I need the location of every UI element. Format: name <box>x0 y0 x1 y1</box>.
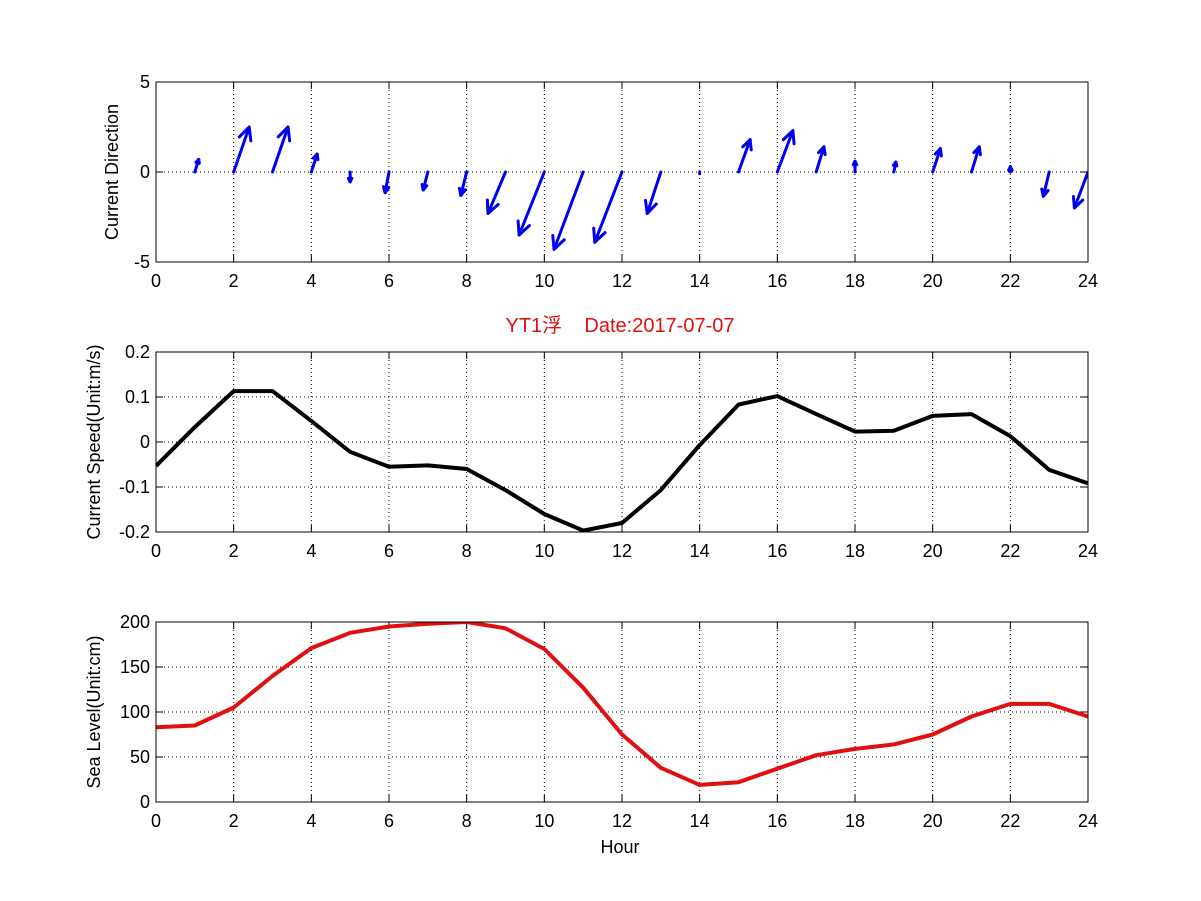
x-tick-label: 4 <box>306 541 316 561</box>
direction-arrow <box>1007 165 1014 174</box>
x-tick-label: 22 <box>1000 541 1020 561</box>
sealevel-axes-box <box>155 621 1089 803</box>
x-tick-label: 18 <box>845 271 865 291</box>
direction-arrow <box>931 147 943 174</box>
y-tick-label: -5 <box>134 252 150 272</box>
x-tick-label: 2 <box>229 271 239 291</box>
x-tick-label: 0 <box>151 541 161 561</box>
direction-arrow <box>592 170 624 244</box>
x-tick-label: 6 <box>384 271 394 291</box>
direction-arrow <box>346 170 354 184</box>
x-tick-label: 10 <box>534 541 554 561</box>
speed-title: YT1浮 Date:2017-07-07 <box>505 314 734 337</box>
sealevel-series <box>156 622 1088 787</box>
y-tick-label: 0 <box>140 162 150 182</box>
x-tick-label: 16 <box>767 271 787 291</box>
y-tick-label: 0.2 <box>125 342 150 362</box>
x-tick-label: 24 <box>1078 271 1098 291</box>
direction-ylabel: Current Direction <box>102 104 122 240</box>
x-tick-label: 2 <box>229 811 239 831</box>
direction-arrow <box>420 170 430 192</box>
x-tick-label: 16 <box>767 541 787 561</box>
x-tick-label: 24 <box>1078 811 1098 831</box>
speed-panel: YT1浮 Date:2017-07-07 0 2 4 6 8 10 12 14 16 18 20 22… <box>84 314 1098 561</box>
y-tick-label: -0.2 <box>119 522 150 542</box>
y-tick-label: 0.1 <box>125 387 150 407</box>
y-tick-label: -0.1 <box>119 477 150 497</box>
x-tick-label: 12 <box>612 811 632 831</box>
direction-arrow <box>271 125 292 174</box>
x-tick-label: 4 <box>306 271 316 291</box>
direction-arrow <box>1040 170 1051 198</box>
speed-series <box>156 389 1088 532</box>
sealevel-grid <box>156 622 1088 802</box>
direction-arrow <box>851 159 859 174</box>
x-tick-label: 22 <box>1000 811 1020 831</box>
direction-arrow <box>737 138 753 174</box>
direction-arrow <box>309 152 320 174</box>
y-tick-label: 50 <box>130 747 150 767</box>
direction-arrow <box>1071 170 1088 210</box>
speed-line <box>156 389 1088 532</box>
sealevel-ylabel: Sea Level(Unit:cm) <box>84 635 104 788</box>
direction-arrows <box>193 125 1088 251</box>
x-tick-label: 18 <box>845 541 865 561</box>
direction-arrow <box>644 170 663 215</box>
direction-arrow <box>970 145 982 174</box>
speed-ylabel: Current Speed(Unit:m/s) <box>84 344 104 539</box>
direction-panel: 0 2 4 6 8 10 12 14 16 18 20 22 24 -505 Current Direc… <box>102 72 1098 291</box>
x-tick-label: 0 <box>151 271 161 291</box>
speed-yticks: -0.2 -0.1 0 0.1 0.2 <box>119 342 1088 542</box>
y-tick-label: 0 <box>140 792 150 812</box>
direction-arrow <box>551 170 585 251</box>
x-tick-label: 10 <box>534 271 554 291</box>
x-tick-label: 0 <box>151 811 161 831</box>
x-tick-label: 24 <box>1078 541 1098 561</box>
x-tick-label: 12 <box>612 541 632 561</box>
direction-arrow <box>381 170 391 195</box>
y-tick-label: 200 <box>120 612 150 632</box>
x-tick-label: 10 <box>534 811 554 831</box>
sealevel-yticks: 0 50 100 150 200 <box>120 612 1088 812</box>
x-tick-label: 20 <box>923 271 943 291</box>
x-tick-label: 14 <box>690 541 710 561</box>
x-tick-label: 12 <box>612 271 632 291</box>
x-tick-label: 20 <box>923 541 943 561</box>
direction-arrow <box>232 125 253 174</box>
direction-arrow <box>516 170 546 237</box>
sealevel-xlabel: Hour <box>600 837 639 857</box>
x-tick-label: 4 <box>306 811 316 831</box>
sealevel-line <box>156 622 1088 787</box>
direction-arrow <box>775 129 796 174</box>
y-tick-label: 0 <box>140 432 150 452</box>
x-tick-label: 14 <box>690 811 710 831</box>
speed-xticks: 0 2 4 6 8 10 12 14 16 18 20 22 24 <box>151 352 1098 561</box>
direction-xticks: 0 2 4 6 8 10 12 14 16 18 20 22 24 <box>151 82 1098 291</box>
x-tick-label: 14 <box>690 271 710 291</box>
x-tick-label: 8 <box>462 541 472 561</box>
direction-arrow <box>193 157 201 174</box>
y-tick-label: 5 <box>140 72 150 92</box>
x-tick-label: 6 <box>384 541 394 561</box>
speed-grid <box>156 352 1088 532</box>
x-tick-label: 8 <box>462 271 472 291</box>
x-tick-label: 16 <box>767 811 787 831</box>
y-tick-label: 150 <box>120 657 150 677</box>
speed-axes-box <box>155 351 1089 533</box>
x-tick-label: 22 <box>1000 271 1020 291</box>
direction-arrow <box>485 170 507 215</box>
x-tick-label: 18 <box>845 811 865 831</box>
direction-arrow <box>457 170 469 197</box>
x-tick-label: 8 <box>462 811 472 831</box>
y-tick-label: 100 <box>120 702 150 722</box>
x-tick-label: 20 <box>923 811 943 831</box>
x-tick-label: 2 <box>229 541 239 561</box>
direction-axes-box <box>155 81 1089 263</box>
x-tick-label: 6 <box>384 811 394 831</box>
direction-arrow <box>814 145 827 174</box>
direction-arrow <box>891 160 899 174</box>
